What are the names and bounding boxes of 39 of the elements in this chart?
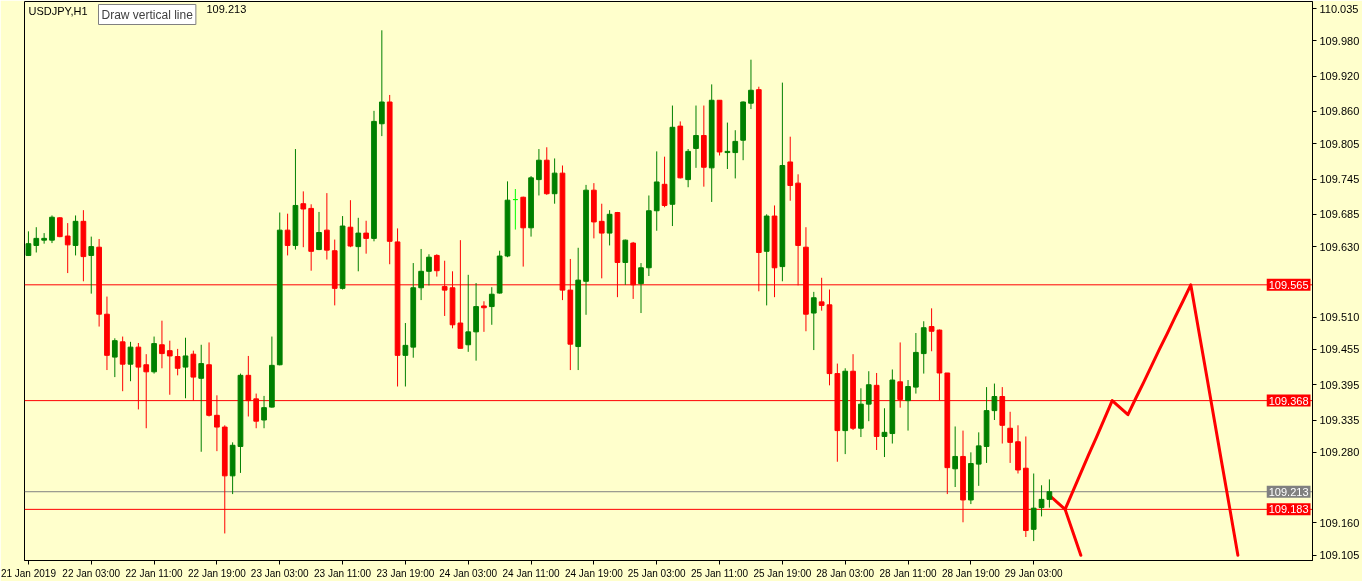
- ref-line-label: 109.368: [1268, 394, 1309, 407]
- x-tick-label: 25 Jan 19:00: [753, 567, 812, 579]
- x-tick-label: 23 Jan 11:00: [314, 567, 372, 579]
- y-tick-label: 109.685: [1319, 208, 1360, 221]
- x-tick-label: 24 Jan 11:00: [502, 567, 561, 579]
- x-tick-label: 24 Jan 19:00: [564, 567, 624, 579]
- x-tick-label: 23 Jan 19:00: [376, 567, 435, 579]
- x-tick-label: 22 Jan 11:00: [125, 567, 184, 579]
- y-tick-label: 109.805: [1319, 137, 1360, 150]
- x-tick-label: 25 Jan 11:00: [691, 567, 749, 579]
- x-tick-label: 28 Jan 03:00: [816, 567, 875, 579]
- x-tick-label: 23 Jan 03:00: [250, 567, 310, 579]
- y-tick-label: 109.395: [1319, 378, 1360, 391]
- annotation: 109.213: [206, 2, 247, 15]
- x-tick-label: 25 Jan 03:00: [627, 567, 687, 579]
- x-tick-label: 21 Jan 2019: [0, 567, 57, 579]
- chart-title: USDJPY,H1: [28, 4, 88, 17]
- y-tick-label: 109.510: [1319, 311, 1360, 324]
- y-tick-label: 109.160: [1319, 516, 1360, 529]
- ref-line-label: 109.183: [1268, 503, 1309, 516]
- ref-line-label: 109.565: [1268, 278, 1309, 291]
- x-tick-label: 22 Jan 19:00: [188, 567, 247, 579]
- y-tick-label: 109.860: [1319, 105, 1360, 118]
- y-tick-label: 109.980: [1319, 34, 1360, 47]
- y-tick-label: 109.105: [1319, 549, 1360, 562]
- x-tick-label: 29 Jan 03:00: [1004, 567, 1064, 579]
- y-tick-label: 109.335: [1319, 414, 1360, 427]
- x-tick-label: 28 Jan 19:00: [941, 567, 1001, 579]
- y-tick-label: 109.630: [1319, 240, 1360, 253]
- annotation: Draw vertical line: [101, 7, 194, 22]
- y-tick-label: 109.920: [1319, 70, 1360, 83]
- x-tick-label: 28 Jan 11:00: [879, 567, 938, 579]
- y-tick-label: 109.455: [1319, 343, 1360, 356]
- ref-line-label: 109.213: [1268, 485, 1309, 498]
- y-tick-label: 109.745: [1319, 173, 1360, 186]
- x-tick-label: 22 Jan 03:00: [62, 567, 121, 579]
- y-tick-label: 109.280: [1319, 446, 1360, 459]
- y-tick-label: 110.035: [1319, 2, 1359, 15]
- x-tick-label: 24 Jan 03:00: [439, 567, 498, 579]
